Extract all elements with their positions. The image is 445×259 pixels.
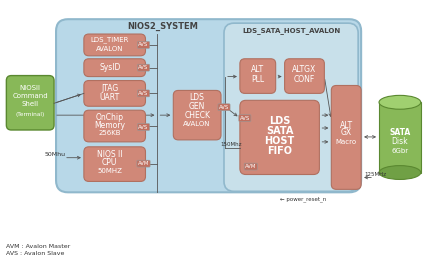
Text: FIFO: FIFO: [267, 146, 292, 156]
Text: AVALON: AVALON: [96, 46, 123, 52]
Text: HOST: HOST: [264, 136, 295, 146]
Text: AVM: AVM: [138, 161, 149, 166]
Text: SATA: SATA: [389, 128, 410, 138]
Text: UART: UART: [100, 93, 120, 102]
Bar: [379, 102, 421, 172]
Text: ALT: ALT: [251, 65, 264, 74]
FancyBboxPatch shape: [240, 100, 320, 175]
FancyBboxPatch shape: [6, 76, 54, 130]
Text: Disk: Disk: [392, 137, 408, 146]
Text: GEN: GEN: [189, 102, 205, 111]
Text: AVS: AVS: [138, 42, 149, 47]
Text: Command: Command: [12, 93, 48, 99]
Text: 256KB: 256KB: [98, 130, 121, 136]
Text: AVALON: AVALON: [183, 121, 211, 127]
Text: Memory: Memory: [94, 120, 125, 130]
Text: NIOSII: NIOSII: [20, 85, 40, 91]
Text: SysID: SysID: [99, 63, 121, 72]
Ellipse shape: [379, 166, 421, 179]
Text: 6Gbr: 6Gbr: [391, 148, 409, 154]
Text: CHECK: CHECK: [184, 111, 210, 120]
Text: AVS: AVS: [240, 116, 250, 121]
Text: LDS_SATA_HOST_AVALON: LDS_SATA_HOST_AVALON: [242, 27, 340, 34]
Ellipse shape: [379, 95, 421, 109]
FancyBboxPatch shape: [84, 110, 146, 142]
Text: GX: GX: [341, 128, 352, 138]
Text: NIOS2_SYSTEM: NIOS2_SYSTEM: [127, 21, 198, 31]
Text: LDS: LDS: [269, 116, 290, 126]
Text: 150Mhz: 150Mhz: [220, 142, 242, 147]
Text: AVM: AVM: [245, 164, 256, 169]
Text: Shell: Shell: [22, 101, 39, 107]
Text: JTAG: JTAG: [101, 84, 118, 93]
Text: PLL: PLL: [251, 75, 264, 84]
FancyBboxPatch shape: [285, 59, 324, 93]
Text: 50MHZ: 50MHZ: [97, 168, 122, 174]
Text: LDS_TIMER: LDS_TIMER: [90, 37, 129, 43]
Text: (Terminal): (Terminal): [16, 112, 45, 117]
Text: ← power_reset_n: ← power_reset_n: [279, 196, 326, 202]
FancyBboxPatch shape: [240, 59, 275, 93]
Text: CONF: CONF: [294, 75, 315, 84]
Text: SATA: SATA: [266, 126, 293, 136]
Text: OnChip: OnChip: [96, 113, 124, 122]
Text: ALT: ALT: [340, 120, 353, 130]
Text: AVS : Avalon Slave: AVS : Avalon Slave: [6, 251, 65, 256]
Text: ALTGX: ALTGX: [292, 65, 316, 74]
FancyBboxPatch shape: [84, 147, 146, 182]
FancyBboxPatch shape: [173, 90, 221, 140]
Text: AVS: AVS: [138, 91, 149, 96]
Text: 125MHz: 125MHz: [364, 172, 386, 177]
Text: NIOS II: NIOS II: [97, 150, 122, 159]
FancyBboxPatch shape: [84, 81, 146, 106]
Text: LDS: LDS: [190, 93, 205, 102]
Text: CPU: CPU: [102, 158, 117, 167]
Text: AVS: AVS: [219, 105, 229, 110]
Text: AVS: AVS: [138, 125, 149, 130]
Text: Macro: Macro: [336, 139, 357, 145]
Text: AVS: AVS: [138, 65, 149, 70]
FancyBboxPatch shape: [332, 85, 361, 189]
FancyBboxPatch shape: [84, 59, 146, 77]
Text: AVM : Avalon Master: AVM : Avalon Master: [6, 244, 71, 249]
FancyBboxPatch shape: [84, 34, 146, 56]
Text: 50Mhu: 50Mhu: [44, 152, 65, 157]
FancyBboxPatch shape: [224, 23, 358, 191]
FancyBboxPatch shape: [56, 19, 361, 192]
